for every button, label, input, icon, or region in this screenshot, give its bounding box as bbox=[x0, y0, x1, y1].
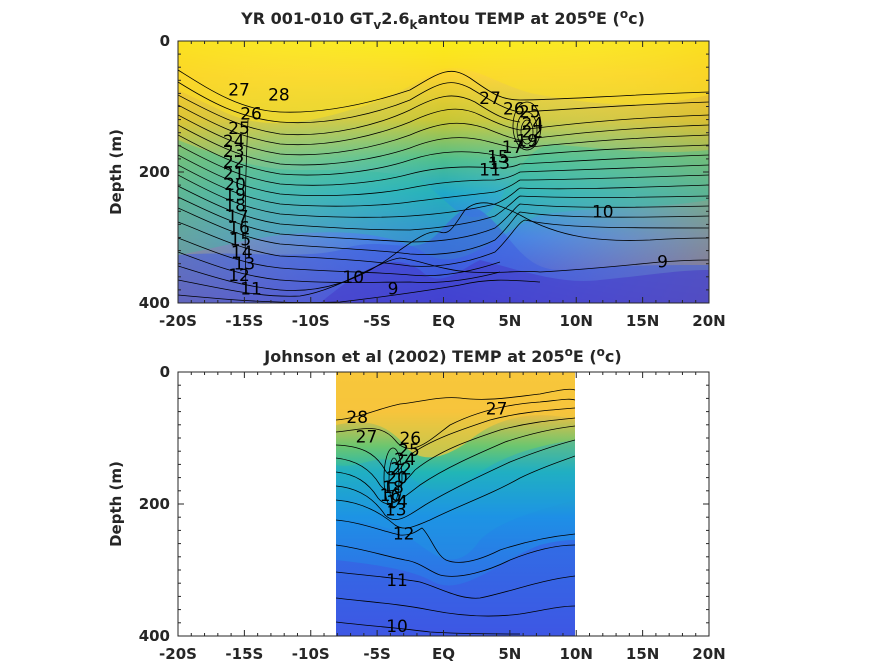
top-contour-label: 12 bbox=[228, 266, 250, 286]
top-contour-label: 21 bbox=[223, 164, 245, 184]
top-heatmap bbox=[178, 41, 709, 303]
top-ylabel: Depth (m) bbox=[107, 129, 125, 215]
bottom-contour-label: 27 bbox=[356, 428, 378, 448]
top-x-tick-label: -20S bbox=[159, 312, 197, 330]
bottom-x-tick-label: 20N bbox=[692, 645, 725, 663]
top-contour-label: 28 bbox=[268, 86, 290, 106]
bottom-contour-label: 25 bbox=[398, 441, 420, 461]
top-contour-label: 24 bbox=[223, 132, 245, 152]
bottom-ylabel: Depth (m) bbox=[107, 461, 125, 547]
bottom-contours bbox=[336, 388, 575, 635]
bottom-x-tick-label: -20S bbox=[159, 645, 197, 663]
bottom-y-tick-labels: 0 200 400 bbox=[139, 363, 170, 645]
top-contour-label: 9 bbox=[657, 253, 668, 273]
top-contour-label: 13 bbox=[234, 255, 256, 275]
top-contour-label: 22 bbox=[522, 122, 544, 142]
bottom-ticks bbox=[177, 371, 710, 637]
top-contour-label: 14 bbox=[231, 243, 253, 263]
bottom-contour-label: 12 bbox=[393, 525, 415, 545]
bottom-title: Johnson et al (2002) TEMP at 205oE (oc) bbox=[263, 345, 621, 366]
bottom-y-tick-label: 400 bbox=[139, 627, 170, 645]
bottom-x-tick-labels: -20S -15S -10S -5S EQ 5N 10N 15N 20N bbox=[159, 645, 726, 663]
bottom-contour-label: 18 bbox=[382, 478, 404, 498]
bottom-contour-label: 20 bbox=[386, 469, 408, 489]
top-north-cluster bbox=[512, 101, 542, 151]
top-contour-label: 22 bbox=[223, 153, 245, 173]
top-contour-label: 26 bbox=[503, 99, 525, 119]
top-contour-label: 19 bbox=[516, 132, 538, 152]
bottom-contour-label: 28 bbox=[346, 408, 368, 428]
bottom-x-tick-label: -15S bbox=[225, 645, 263, 663]
top-y-tick-labels: 0 200 400 bbox=[139, 32, 170, 312]
top-contour-label: 17 bbox=[227, 208, 249, 228]
top-ticks bbox=[177, 40, 710, 304]
bottom-y-tick-label: 200 bbox=[139, 495, 170, 513]
bottom-x-tick-label: -10S bbox=[292, 645, 330, 663]
top-contour-label: 17 bbox=[502, 138, 524, 158]
bottom-contour-label: 16 bbox=[380, 486, 402, 506]
top-x-tick-label: 5N bbox=[498, 312, 521, 330]
top-contour-label: 20 bbox=[224, 175, 246, 195]
top-contour-label: 10 bbox=[342, 268, 364, 288]
top-contour-labels: 2827262524232221201918171615141312111092… bbox=[223, 80, 668, 299]
top-contour-label: 15 bbox=[487, 147, 509, 167]
top-contour-label: 13 bbox=[488, 154, 510, 174]
bottom-contour-label: 22 bbox=[390, 459, 412, 479]
top-contour-label: 24 bbox=[522, 115, 544, 135]
bottom-contour-label: 26 bbox=[399, 429, 421, 449]
top-x-tick-label: EQ bbox=[432, 312, 455, 330]
top-x-tick-label: 10N bbox=[560, 312, 593, 330]
top-contour-label: 18 bbox=[224, 196, 246, 216]
top-x-tick-label: -5S bbox=[363, 312, 390, 330]
bottom-contour-label: 11 bbox=[386, 571, 408, 591]
top-contour-label: 27 bbox=[479, 89, 501, 109]
top-x-tick-label: 20N bbox=[692, 312, 725, 330]
bottom-x-tick-label: 15N bbox=[626, 645, 659, 663]
top-contour-label: 26 bbox=[240, 105, 262, 125]
bottom-x-tick-label: 5N bbox=[498, 645, 521, 663]
top-contours bbox=[178, 69, 709, 303]
bottom-heatmap bbox=[336, 372, 575, 636]
top-contour-label: 25 bbox=[519, 103, 541, 123]
top-contour-label: 9 bbox=[388, 280, 399, 300]
top-y-tick-label: 400 bbox=[139, 294, 170, 312]
bottom-x-tick-label: -5S bbox=[363, 645, 390, 663]
bottom-contour-label: 27 bbox=[486, 399, 508, 419]
top-x-tick-label: -10S bbox=[292, 312, 330, 330]
bottom-cluster bbox=[383, 447, 403, 509]
bottom-x-tick-label: 10N bbox=[560, 645, 593, 663]
top-x-tick-label: 15N bbox=[626, 312, 659, 330]
top-contour-label: 15 bbox=[230, 230, 252, 250]
bottom-y-tick-label: 0 bbox=[160, 363, 170, 381]
bottom-contour-label: 24 bbox=[394, 450, 416, 470]
top-contour-label: 23 bbox=[223, 142, 245, 162]
bottom-contour-label: 13 bbox=[385, 500, 407, 520]
top-contour-label: 11 bbox=[240, 280, 262, 300]
top-title: YR 001-010 GTv2.6kantou TEMP at 205oE (o… bbox=[240, 7, 645, 32]
bottom-contour-label: 14 bbox=[386, 492, 408, 512]
top-x-tick-label: -15S bbox=[225, 312, 263, 330]
top-contour-label: 16 bbox=[228, 219, 250, 239]
top-contour-label: 11 bbox=[479, 160, 501, 180]
top-x-tick-labels: -20S -15S -10S -5S EQ 5N 10N 15N 20N bbox=[159, 312, 726, 330]
top-y-tick-label: 0 bbox=[160, 32, 170, 50]
bottom-x-tick-label: EQ bbox=[432, 645, 455, 663]
top-contour-label: 25 bbox=[228, 119, 250, 139]
top-y-tick-label: 200 bbox=[139, 163, 170, 181]
bottom-contour-label: 10 bbox=[386, 617, 408, 637]
top-contour-label: 27 bbox=[228, 80, 250, 100]
top-contour-label: 19 bbox=[224, 185, 246, 205]
top-contour-label: 10 bbox=[592, 202, 614, 222]
